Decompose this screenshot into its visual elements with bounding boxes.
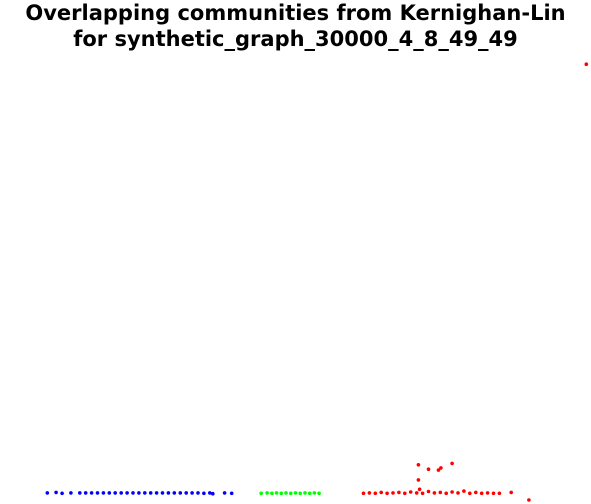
data-point [284, 491, 288, 495]
data-point [137, 491, 141, 495]
data-point [414, 491, 419, 495]
data-point [148, 491, 153, 495]
data-point [113, 491, 117, 495]
data-point [444, 491, 449, 496]
series-2-points [361, 62, 589, 502]
data-point [54, 490, 58, 495]
data-point [307, 491, 312, 496]
data-point [450, 490, 454, 494]
data-point [479, 491, 484, 496]
data-point [274, 491, 279, 495]
data-point [485, 491, 490, 495]
data-point [436, 468, 441, 472]
data-point [125, 491, 129, 495]
data-point [497, 491, 502, 496]
data-point [202, 491, 206, 496]
data-point [450, 461, 454, 466]
data-point [379, 490, 384, 495]
data-point [303, 491, 307, 495]
data-point [456, 491, 460, 495]
data-point [78, 491, 82, 495]
data-point [439, 466, 443, 470]
data-point [462, 489, 466, 493]
data-point [265, 491, 269, 495]
data-point [83, 491, 88, 495]
data-point [160, 491, 165, 495]
data-point [45, 491, 50, 495]
data-point [178, 491, 183, 495]
data-point [584, 62, 589, 66]
data-point [408, 490, 413, 494]
data-point [417, 487, 422, 492]
data-point [107, 491, 112, 495]
data-point [312, 491, 317, 495]
data-point [196, 491, 200, 495]
data-point [184, 491, 188, 495]
data-point [397, 490, 401, 495]
chart-title: Overlapping communities from Kernighan-L… [0, 0, 591, 52]
data-point [426, 489, 431, 494]
data-point [403, 491, 407, 496]
data-point [293, 491, 298, 495]
data-point [391, 491, 395, 495]
data-point [89, 491, 94, 495]
chart-title-line-1: Overlapping communities from Kernighan-L… [25, 1, 566, 25]
data-point [229, 491, 234, 496]
data-point [190, 491, 194, 495]
data-point [101, 491, 106, 495]
data-point [289, 491, 293, 496]
data-point [416, 478, 421, 482]
data-point [474, 490, 478, 495]
data-point [509, 490, 513, 495]
data-point [426, 467, 431, 472]
chart-title-line-2: for synthetic_graph_30000_4_8_49_49 [73, 27, 518, 51]
data-point [119, 491, 123, 495]
data-point [259, 491, 264, 496]
series-0-points [45, 490, 234, 496]
data-point [172, 491, 177, 495]
data-point [60, 491, 64, 496]
data-point [131, 491, 135, 495]
data-point [222, 491, 227, 495]
data-point [166, 491, 171, 495]
data-point [69, 491, 73, 495]
data-point [279, 491, 284, 496]
data-point [95, 491, 100, 495]
data-point [154, 491, 159, 495]
data-point [270, 491, 274, 496]
data-point [317, 491, 321, 496]
series-1-points [259, 491, 321, 496]
data-point [367, 491, 372, 495]
data-point [361, 491, 366, 496]
data-point [527, 498, 531, 502]
data-point [208, 491, 212, 495]
data-point [420, 491, 425, 496]
data-point [373, 491, 378, 496]
data-point [143, 491, 147, 495]
data-point [416, 463, 421, 467]
data-point [438, 490, 443, 495]
data-point [385, 491, 389, 496]
data-point [211, 491, 215, 496]
data-point [298, 491, 303, 496]
data-point [432, 491, 437, 495]
data-point [468, 491, 472, 496]
data-point [491, 491, 496, 496]
